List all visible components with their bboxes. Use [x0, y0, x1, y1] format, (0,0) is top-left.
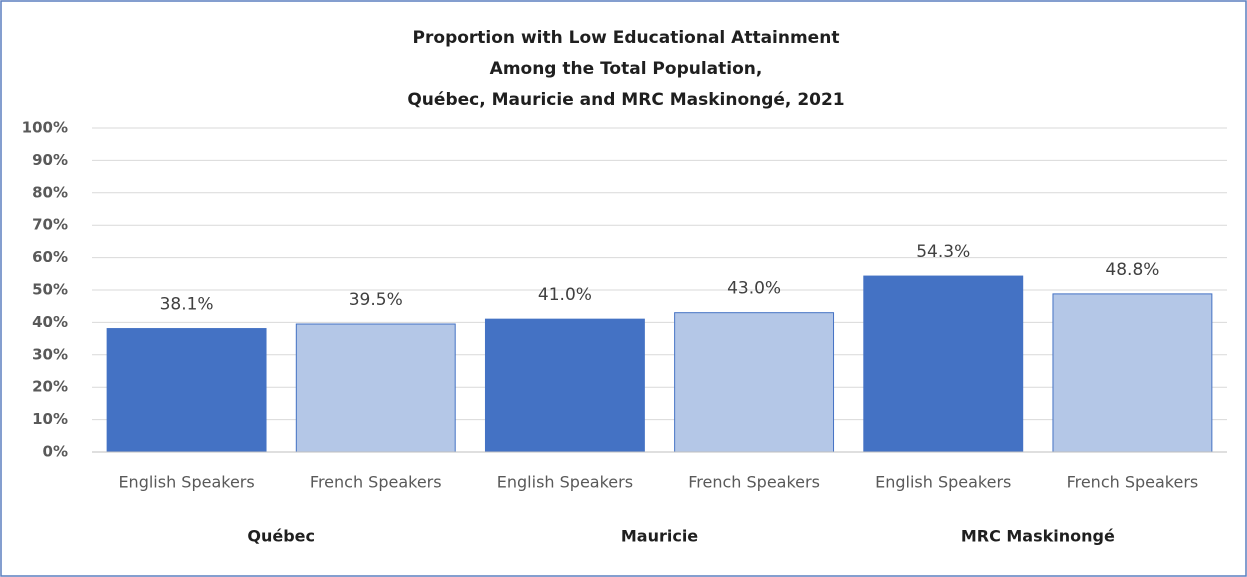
x-tick-label: English Speakers: [497, 473, 633, 492]
value-label: 48.8%: [1105, 260, 1159, 280]
value-label: 41.0%: [538, 285, 592, 305]
y-tick-label: 10%: [32, 410, 68, 428]
y-tick-label: 100%: [22, 119, 68, 137]
x-tick-label: French Speakers: [688, 473, 820, 492]
bar: [295, 323, 456, 453]
bar: [863, 275, 1024, 453]
value-label: 43.0%: [727, 279, 781, 299]
group-label: MRC Maskinongé: [961, 527, 1115, 546]
value-label: 39.5%: [349, 290, 403, 310]
x-tick-label: English Speakers: [875, 473, 1011, 492]
y-tick-label: 80%: [32, 183, 68, 201]
bar: [106, 328, 267, 453]
x-tick-label: English Speakers: [118, 473, 254, 492]
value-label: 54.3%: [916, 242, 970, 262]
y-tick-label: 40%: [32, 313, 68, 331]
y-tick-label: 70%: [32, 216, 68, 234]
chart-title: Québec, Mauricie and MRC Maskinongé, 202…: [407, 90, 844, 110]
bar: [1052, 293, 1213, 453]
group-label: Québec: [247, 527, 315, 546]
y-tick-label: 50%: [32, 281, 68, 299]
value-label: 38.1%: [160, 295, 214, 315]
y-tick-label: 90%: [32, 151, 68, 169]
bar: [484, 318, 645, 453]
group-label: Mauricie: [621, 527, 698, 546]
chart-title: Among the Total Population,: [490, 59, 763, 79]
chart-title: Proportion with Low Educational Attainme…: [413, 28, 840, 48]
x-tick-label: French Speakers: [310, 473, 442, 492]
y-tick-label: 20%: [32, 378, 68, 396]
y-tick-label: 0%: [43, 443, 68, 461]
y-tick-label: 30%: [32, 345, 68, 363]
x-tick-label: French Speakers: [1067, 473, 1199, 492]
y-tick-label: 60%: [32, 248, 68, 266]
bar: [674, 312, 835, 453]
